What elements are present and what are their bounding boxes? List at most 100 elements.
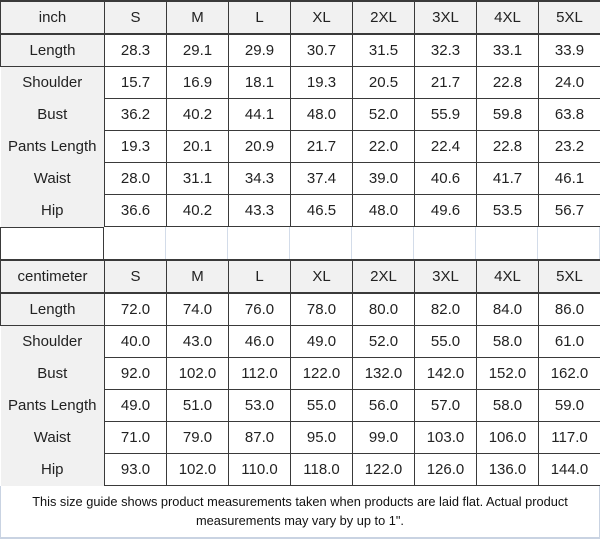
value-cell: 78.0 <box>290 292 353 326</box>
value-cell: 122.0 <box>352 453 415 486</box>
value-cell: 29.9 <box>228 33 291 67</box>
value-cell: 61.0 <box>538 325 600 358</box>
value-cell: 55.0 <box>414 325 477 358</box>
value-cell: 82.0 <box>414 292 477 326</box>
value-cell: 106.0 <box>476 421 539 454</box>
value-cell: 71.0 <box>104 421 167 454</box>
value-cell: 33.1 <box>476 33 539 67</box>
value-cell: 53.5 <box>476 194 539 227</box>
value-cell: 30.7 <box>290 33 353 67</box>
table-row: Bust 36.2 40.2 44.1 48.0 52.0 55.9 59.8 63.8 <box>0 98 600 131</box>
value-cell: 74.0 <box>166 292 229 326</box>
value-cell: 24.0 <box>538 66 600 99</box>
table-row: Waist 71.0 79.0 87.0 95.0 99.0 103.0 106.0 117.0 <box>0 421 600 454</box>
value-cell: 52.0 <box>352 98 415 131</box>
value-cell: 28.0 <box>104 162 167 195</box>
value-cell: 162.0 <box>538 357 600 390</box>
table-row: Pants Length 49.0 51.0 53.0 55.0 56.0 57.0 58.0… <box>0 389 600 422</box>
separator-cell <box>166 227 228 259</box>
table-row: Length 28.3 29.1 29.9 30.7 31.5 32.3 33.1 33.9 <box>0 33 600 67</box>
value-cell: 46.5 <box>290 194 353 227</box>
value-cell: 16.9 <box>166 66 229 99</box>
value-cell: 22.8 <box>476 130 539 163</box>
value-cell: 51.0 <box>166 389 229 422</box>
value-cell: 87.0 <box>228 421 291 454</box>
row-label-cell: Hip <box>0 453 105 486</box>
table-row: Pants Length 19.3 20.1 20.9 21.7 22.0 22.4 22.8… <box>0 130 600 163</box>
value-cell: 93.0 <box>104 453 167 486</box>
value-cell: 49.0 <box>290 325 353 358</box>
row-label-cell: Shoulder <box>0 66 105 99</box>
row-label-cell: Pants Length <box>0 389 105 422</box>
value-cell: 29.1 <box>166 33 229 67</box>
value-cell: 86.0 <box>538 292 600 326</box>
value-cell: 79.0 <box>166 421 229 454</box>
value-cell: 22.4 <box>414 130 477 163</box>
value-cell: 20.1 <box>166 130 229 163</box>
value-cell: 33.9 <box>538 33 600 67</box>
row-label-cell: Waist <box>0 421 105 454</box>
table-row: Bust 92.0 102.0 112.0 122.0 132.0 142.0 152.0 16… <box>0 357 600 390</box>
row-label-cell: Hip <box>0 194 105 227</box>
size-header-cell: S <box>104 0 167 35</box>
value-cell: 28.3 <box>104 33 167 67</box>
value-cell: 31.1 <box>166 162 229 195</box>
separator-cell <box>228 227 290 259</box>
value-cell: 59.0 <box>538 389 600 422</box>
size-header-cell: M <box>166 259 229 294</box>
header-row: centimeter S M L XL 2XL 3XL 4XL 5XL <box>0 259 600 294</box>
value-cell: 63.8 <box>538 98 600 131</box>
value-cell: 53.0 <box>228 389 291 422</box>
value-cell: 40.2 <box>166 98 229 131</box>
value-cell: 40.0 <box>104 325 167 358</box>
value-cell: 117.0 <box>538 421 600 454</box>
size-header-cell: 4XL <box>476 259 539 294</box>
value-cell: 72.0 <box>104 292 167 326</box>
value-cell: 19.3 <box>104 130 167 163</box>
size-table-inch: inch S M L XL 2XL 3XL 4XL 5XL Length 28.3 29.1 29.9… <box>0 0 600 227</box>
value-cell: 39.0 <box>352 162 415 195</box>
footer-note: This size guide shows product measuremen… <box>0 486 600 539</box>
header-row: inch S M L XL 2XL 3XL 4XL 5XL <box>0 0 600 35</box>
value-cell: 23.2 <box>538 130 600 163</box>
row-label-cell: Pants Length <box>0 130 105 163</box>
value-cell: 55.9 <box>414 98 477 131</box>
value-cell: 112.0 <box>228 357 291 390</box>
value-cell: 80.0 <box>352 292 415 326</box>
size-header-cell: 2XL <box>352 259 415 294</box>
unit-header-cell: centimeter <box>0 259 105 294</box>
table-row: Waist 28.0 31.1 34.3 37.4 39.0 40.6 41.7 46.1 <box>0 162 600 195</box>
size-header-cell: 4XL <box>476 0 539 35</box>
separator-cell <box>104 227 166 259</box>
size-header-cell: 2XL <box>352 0 415 35</box>
size-header-cell: 5XL <box>538 259 600 294</box>
size-header-cell: L <box>228 259 291 294</box>
value-cell: 36.6 <box>104 194 167 227</box>
value-cell: 58.0 <box>476 325 539 358</box>
table-row: Shoulder 15.7 16.9 18.1 19.3 20.5 21.7 22.8 24.0 <box>0 66 600 99</box>
row-label-cell: Waist <box>0 162 105 195</box>
row-label-cell: Bust <box>0 98 105 131</box>
separator-label-cell <box>0 227 104 259</box>
separator-cell <box>290 227 352 259</box>
value-cell: 144.0 <box>538 453 600 486</box>
size-header-cell: 3XL <box>414 259 477 294</box>
size-header-cell: 5XL <box>538 0 600 35</box>
table-row: Shoulder 40.0 43.0 46.0 49.0 52.0 55.0 58.0 61.0 <box>0 325 600 358</box>
value-cell: 84.0 <box>476 292 539 326</box>
value-cell: 48.0 <box>290 98 353 131</box>
value-cell: 18.1 <box>228 66 291 99</box>
value-cell: 37.4 <box>290 162 353 195</box>
value-cell: 102.0 <box>166 357 229 390</box>
row-label-cell: Shoulder <box>0 325 105 358</box>
row-label-cell: Bust <box>0 357 105 390</box>
value-cell: 22.8 <box>476 66 539 99</box>
value-cell: 118.0 <box>290 453 353 486</box>
value-cell: 21.7 <box>290 130 353 163</box>
value-cell: 76.0 <box>228 292 291 326</box>
size-header-cell: L <box>228 0 291 35</box>
separator-row <box>0 227 600 259</box>
value-cell: 126.0 <box>414 453 477 486</box>
value-cell: 57.0 <box>414 389 477 422</box>
